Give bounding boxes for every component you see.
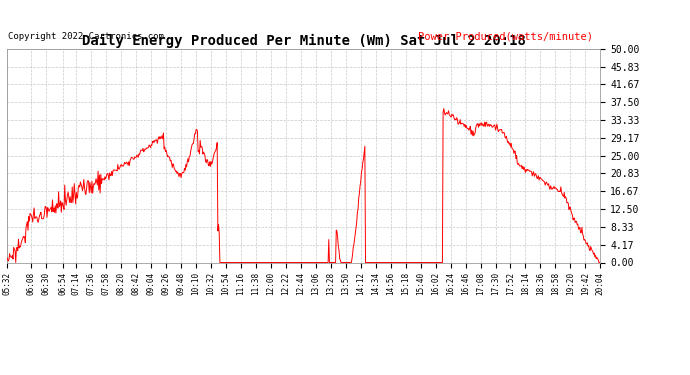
Text: Copyright 2022 Cartronics.com: Copyright 2022 Cartronics.com <box>8 32 164 41</box>
Title: Daily Energy Produced Per Minute (Wm) Sat Jul 2 20:18: Daily Energy Produced Per Minute (Wm) Sa… <box>81 33 526 48</box>
Text: Power Produced(watts/minute): Power Produced(watts/minute) <box>418 32 593 41</box>
